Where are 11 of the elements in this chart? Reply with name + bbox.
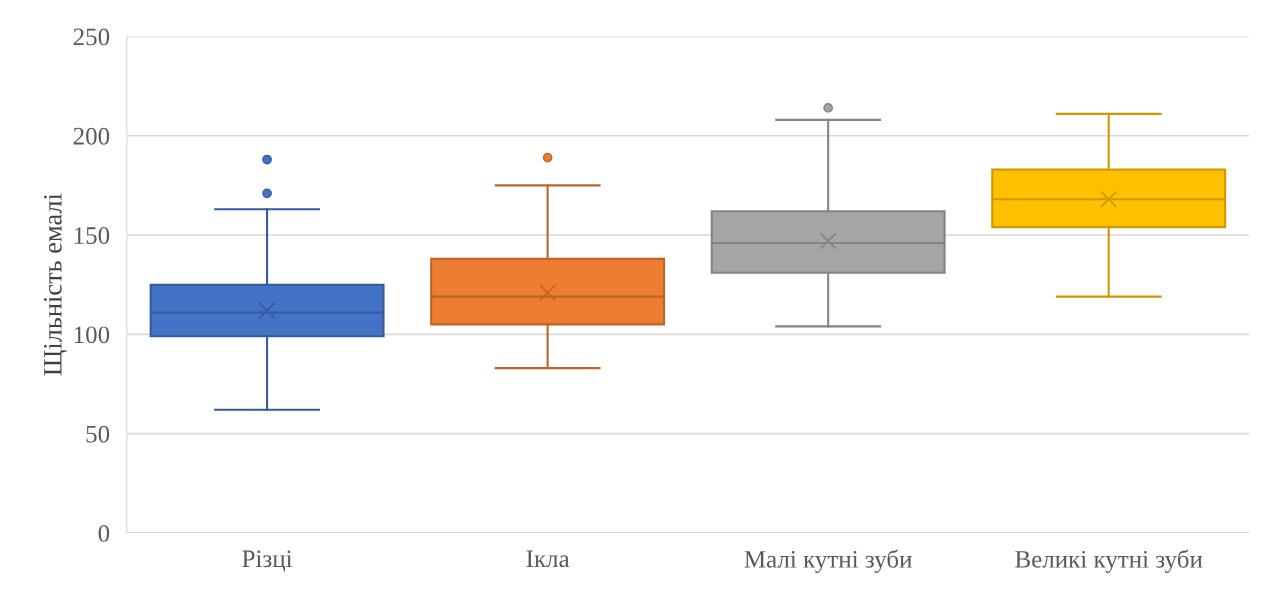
y-tick-label: 150	[74, 227, 110, 244]
y-axis-title: Щільність емалі	[43, 193, 68, 376]
y-tick-label: 100	[74, 326, 110, 344]
x-tick-label: Малі кутні зуби	[744, 549, 912, 573]
y-tick-label: 50	[86, 425, 110, 443]
x-tick-label: Великі кутні зуби	[1015, 549, 1203, 573]
y-tick-label: 250	[73, 28, 110, 46]
x-tick-label: Ікла	[526, 550, 570, 568]
y-tick-label: 0	[98, 524, 110, 542]
x-tick-label: Різці	[242, 550, 293, 572]
y-tick-label: 200	[73, 127, 110, 145]
